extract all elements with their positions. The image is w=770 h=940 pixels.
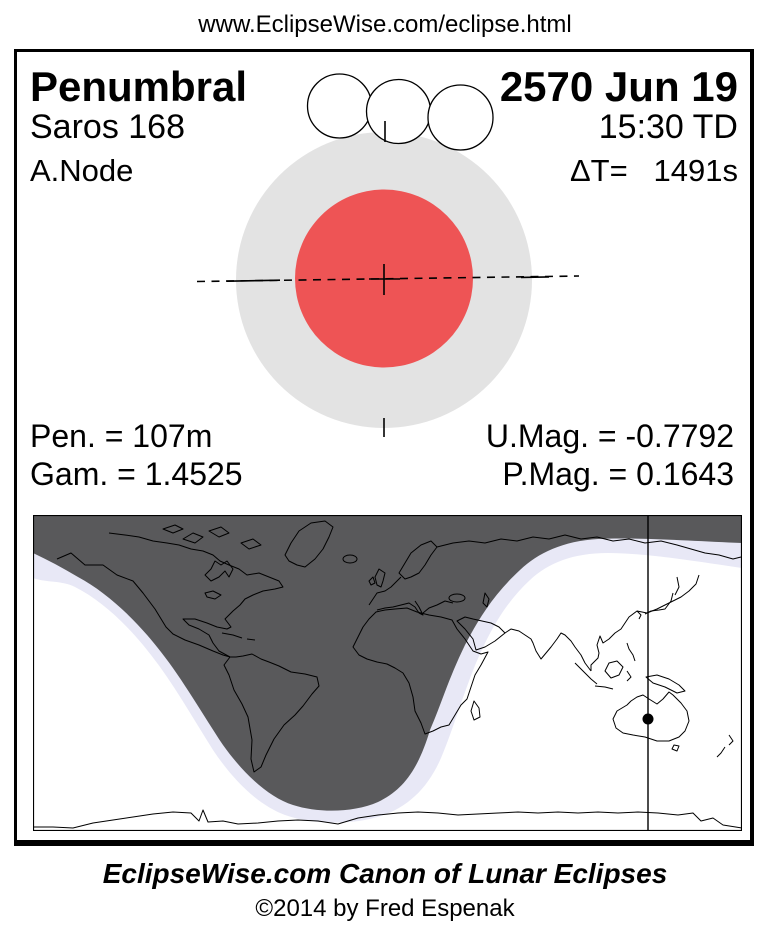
eclipse-time: 15:30 TD	[598, 108, 738, 146]
path-solid-segment-right	[520, 276, 550, 279]
coastline	[612, 691, 690, 742]
coastline	[590, 574, 700, 671]
saros-label: Saros 168	[30, 108, 185, 146]
coastline	[284, 520, 334, 568]
coastline	[482, 592, 490, 608]
coastline	[626, 642, 636, 662]
eclipse-date: 2570 Jun 19	[499, 63, 738, 110]
coastline	[436, 534, 742, 560]
delta-t-value: ΔT= 1491s	[569, 153, 738, 188]
coastline	[221, 632, 256, 641]
coastline	[368, 576, 402, 606]
coastline	[636, 576, 680, 620]
coastline	[33, 809, 742, 829]
penumbral-duration: Pen. = 107m	[30, 418, 213, 454]
plate-frame	[14, 49, 754, 846]
coastline	[376, 600, 454, 616]
coastline	[368, 568, 386, 588]
coastline	[448, 593, 466, 603]
map-border	[33, 515, 742, 831]
coastline	[204, 590, 222, 600]
node-label: A.Node	[30, 153, 134, 188]
coastline	[504, 628, 592, 672]
coastline	[398, 540, 438, 580]
coastline	[204, 560, 234, 582]
eclipse-type-label: Penumbral	[30, 63, 248, 110]
coastlines	[33, 520, 742, 829]
coastline	[342, 554, 358, 564]
coastline	[470, 700, 481, 721]
moon-disk-last-contact	[427, 84, 494, 151]
coastline	[162, 524, 262, 550]
umbral-magnitude: U.Mag. = -0.7792	[485, 418, 734, 454]
coastline	[671, 734, 734, 758]
url-title: www.EclipseWise.com/eclipse.html	[198, 11, 572, 38]
coastline	[56, 552, 231, 658]
eclipse-shadow-diagram	[196, 73, 580, 437]
path-solid-segment-left	[226, 279, 281, 282]
visibility-map	[33, 515, 742, 831]
coastline	[223, 653, 320, 773]
coastline	[645, 674, 686, 694]
gamma-value: Gam. = 1.4525	[30, 456, 243, 492]
moon-disk-first-contact	[306, 73, 373, 139]
moon-disk-greatest	[365, 78, 432, 145]
sublunar-point-dot	[642, 713, 654, 725]
footer-copyright: ©2014 by Fred Espenak	[255, 895, 515, 922]
coastline	[108, 532, 284, 658]
moon-disks	[306, 73, 494, 151]
not-visible-region	[33, 515, 742, 811]
coastline	[574, 660, 632, 690]
footer-title: EclipseWise.com Canon of Lunar Eclipses	[102, 858, 668, 889]
axes	[196, 121, 580, 437]
penumbral-magnitude: P.Mag. = 0.1643	[502, 456, 734, 492]
coastline	[352, 607, 489, 735]
